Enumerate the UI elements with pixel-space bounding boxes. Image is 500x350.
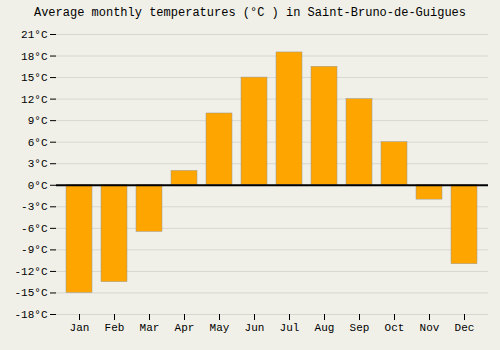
svg-text:-18°C: -18°C bbox=[14, 309, 47, 321]
svg-text:Mar: Mar bbox=[140, 322, 160, 334]
svg-text:15°C: 15°C bbox=[21, 72, 48, 84]
svg-text:18°C: 18°C bbox=[21, 51, 48, 63]
svg-text:-3°C: -3°C bbox=[21, 201, 48, 213]
svg-text:-15°C: -15°C bbox=[14, 287, 47, 299]
svg-text:Oct: Oct bbox=[385, 322, 405, 334]
svg-text:Dec: Dec bbox=[455, 322, 475, 334]
svg-text:Apr: Apr bbox=[175, 322, 195, 334]
svg-text:Jul: Jul bbox=[280, 322, 300, 334]
svg-text:Feb: Feb bbox=[105, 322, 125, 334]
svg-text:-12°C: -12°C bbox=[14, 266, 47, 278]
svg-text:-9°C: -9°C bbox=[21, 244, 48, 256]
svg-text:9°C: 9°C bbox=[28, 115, 48, 127]
svg-text:12°C: 12°C bbox=[21, 94, 48, 106]
svg-text:Nov: Nov bbox=[420, 322, 440, 334]
svg-text:-6°C: -6°C bbox=[21, 223, 48, 235]
svg-text:21°C: 21°C bbox=[21, 29, 48, 41]
svg-text:Sep: Sep bbox=[350, 322, 370, 334]
svg-text:Jan: Jan bbox=[70, 322, 90, 334]
svg-text:Jun: Jun bbox=[245, 322, 265, 334]
svg-text:May: May bbox=[210, 322, 230, 334]
html-text:Average monthly temperatures (: Average monthly temperatures (°C ) in Sa… bbox=[34, 6, 466, 20]
svg-text:6°C: 6°C bbox=[28, 137, 48, 149]
svg-text:3°C: 3°C bbox=[28, 158, 48, 170]
svg-text:0°C: 0°C bbox=[28, 180, 48, 192]
svg-text:Aug: Aug bbox=[315, 322, 335, 334]
